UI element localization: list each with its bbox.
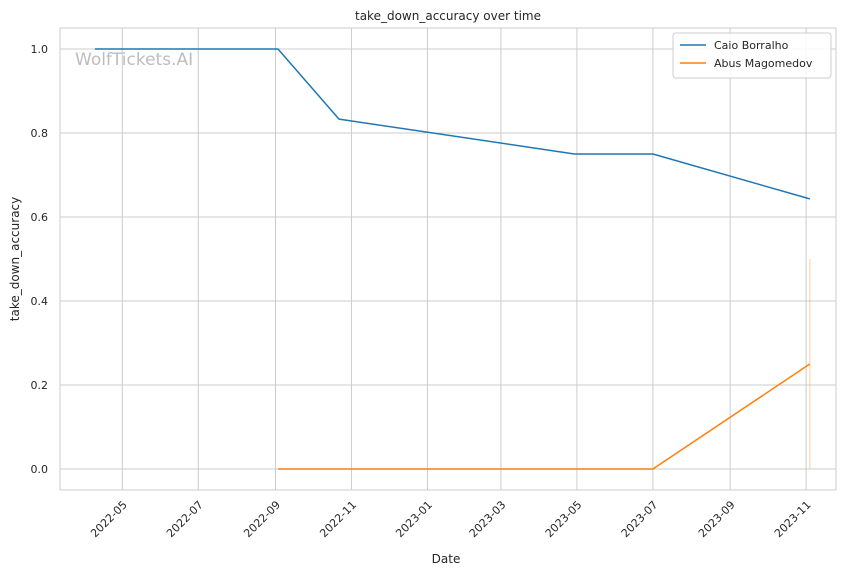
y-tick-label: 0.6 <box>31 211 49 224</box>
y-tick-label: 1.0 <box>31 43 49 56</box>
y-tick-label: 0.8 <box>31 127 49 140</box>
x-axis-title: Date <box>432 552 461 566</box>
legend-label: Caio Borralho <box>714 39 789 52</box>
series-line <box>278 363 811 470</box>
legend-label: Abus Magomedov <box>714 57 813 70</box>
series-lines <box>94 48 811 470</box>
legend: Caio Borralho Abus Magomedov <box>672 32 832 79</box>
legend-frame <box>672 32 832 79</box>
y-tick-label: 0.4 <box>31 295 49 308</box>
y-axis-ticks: 0.0 0.2 0.4 0.6 0.8 1.0 <box>31 43 49 476</box>
plot-frame <box>59 27 837 491</box>
y-tick-label: 0.0 <box>31 463 49 476</box>
watermark-text: WolfTickets.AI <box>75 50 193 70</box>
chart-title: take_down_accuracy over time <box>355 9 541 23</box>
y-tick-label: 0.2 <box>31 379 49 392</box>
grid <box>60 28 836 490</box>
series-line <box>94 48 811 200</box>
y-axis-title: take_down_accuracy <box>8 197 22 321</box>
